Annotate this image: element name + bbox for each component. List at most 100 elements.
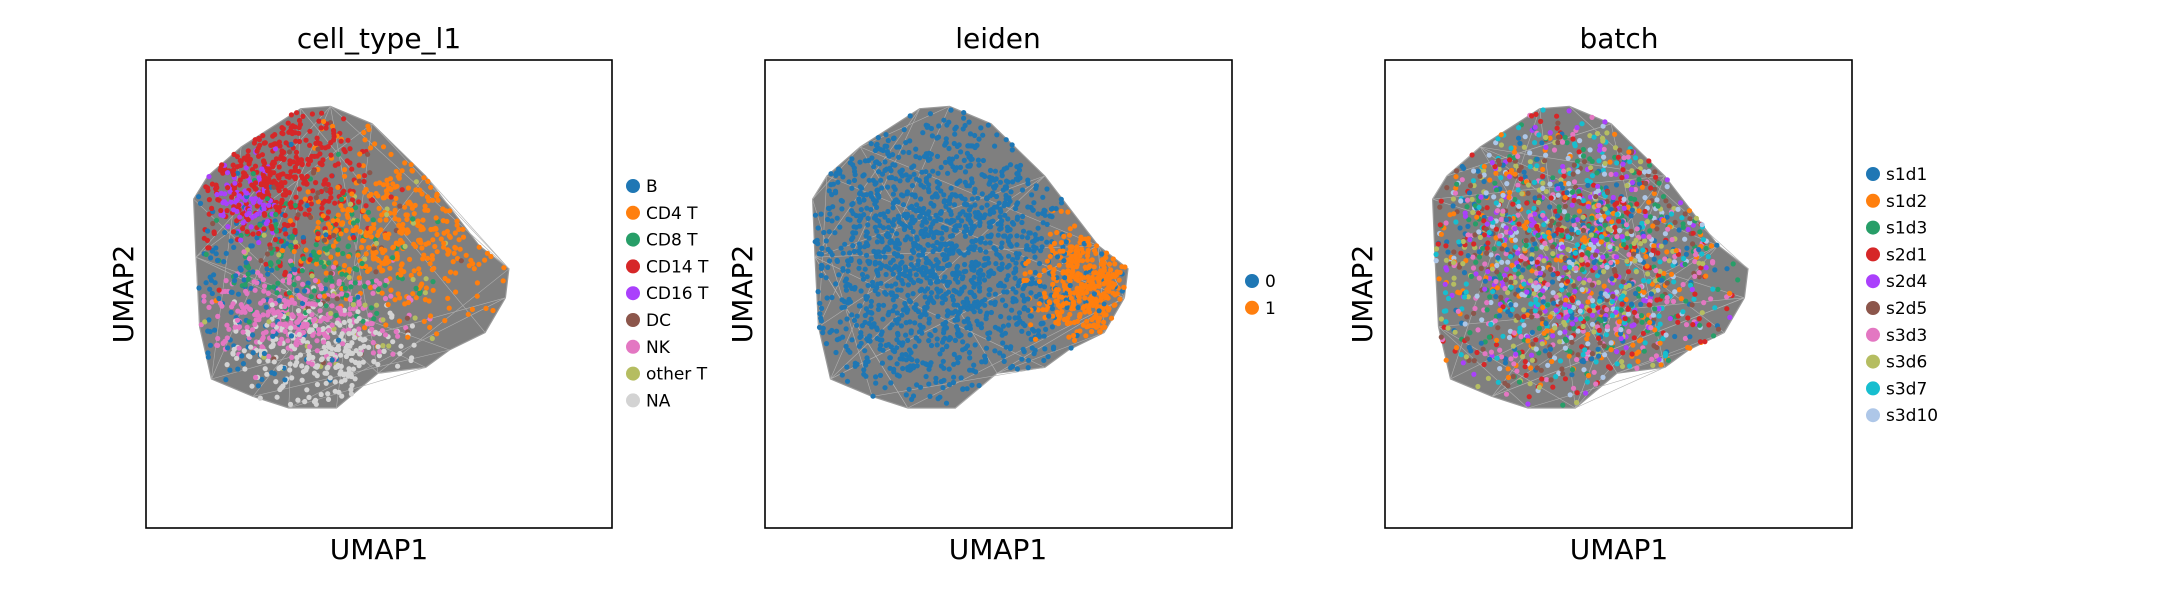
scatter-point <box>246 256 252 262</box>
scatter-point <box>1610 194 1616 201</box>
scatter-point <box>1004 277 1010 283</box>
scatter-point <box>939 294 945 300</box>
scatter-point <box>277 143 283 149</box>
scatter-point <box>971 309 977 315</box>
scatter-point <box>884 143 890 149</box>
scatter-point <box>325 396 332 402</box>
legend-item: CD14 T <box>626 257 709 277</box>
scatter-point <box>274 394 280 400</box>
scatter-point <box>1087 302 1093 309</box>
scatter-point <box>1585 182 1591 188</box>
scatter-point <box>933 279 940 285</box>
scatter-point <box>201 235 207 241</box>
scatter-point <box>1011 221 1017 227</box>
scatter-point <box>381 195 387 201</box>
scatter-point <box>928 342 935 349</box>
scatter-point <box>1016 310 1023 316</box>
scatter-point <box>265 168 271 174</box>
scatter-point <box>270 333 276 339</box>
scatter-point <box>305 348 312 354</box>
scatter-point <box>1029 192 1035 198</box>
scatter-point <box>289 354 295 360</box>
scatter-point <box>346 274 352 280</box>
scatter-point <box>1492 164 1498 170</box>
scatter-point <box>379 212 385 218</box>
scatter-point <box>1433 246 1440 252</box>
scatter-point <box>306 207 312 213</box>
scatter-point <box>213 245 219 251</box>
scatter-point <box>427 313 434 319</box>
scatter-point <box>1502 356 1509 362</box>
scatter-point <box>355 252 361 258</box>
graph-edge <box>955 372 998 409</box>
scatter-point <box>316 249 322 255</box>
scatter-point <box>245 148 251 154</box>
scatter-point <box>1522 359 1528 365</box>
scatter-point <box>1035 307 1041 313</box>
graph-edge <box>378 367 426 374</box>
scatter-point <box>1631 309 1638 315</box>
graph-edge <box>1097 245 1105 333</box>
scatter-point <box>817 300 823 306</box>
scatter-point <box>1566 292 1572 298</box>
scatter-point <box>1550 290 1556 296</box>
scatter-point <box>887 325 893 331</box>
scatter-point <box>1584 177 1590 184</box>
scatter-point <box>896 267 902 273</box>
scatter-point <box>256 135 262 141</box>
scatter-point <box>1625 311 1632 317</box>
scatter-point <box>1048 244 1054 250</box>
scatter-point <box>838 197 844 204</box>
scatter-point <box>221 199 227 205</box>
legend-marker <box>626 313 640 327</box>
scatter-point <box>425 240 432 246</box>
scatter-point <box>1005 238 1012 244</box>
scatter-point <box>314 338 320 344</box>
scatter-point <box>346 350 352 356</box>
scatter-point <box>344 292 350 298</box>
scatter-point <box>1074 285 1080 291</box>
scatter-point <box>203 184 209 190</box>
scatter-point <box>1013 266 1019 272</box>
scatter-point <box>404 315 410 321</box>
scatter-point <box>1555 139 1561 146</box>
scatter-point <box>1524 334 1531 340</box>
scatter-point <box>323 277 329 283</box>
scatter-point <box>388 194 394 200</box>
graph-edge <box>872 367 1045 397</box>
scatter-point <box>353 205 359 211</box>
scatter-point <box>286 190 292 196</box>
scatter-point <box>1569 231 1575 237</box>
scatter-point <box>323 380 329 386</box>
scatter-point <box>893 293 900 299</box>
scatter-point <box>935 259 941 265</box>
scatter-point <box>1481 178 1487 185</box>
scatter-point <box>335 151 341 157</box>
scatter-point <box>1013 176 1019 182</box>
scatter-point <box>348 280 354 286</box>
y-axis-label: UMAP2 <box>107 245 140 344</box>
scatter-point <box>1656 356 1662 363</box>
scatter-point <box>372 141 378 147</box>
scatter-point <box>1035 328 1041 334</box>
scatter-point <box>1699 310 1705 316</box>
scatter-point <box>1008 344 1014 350</box>
scatter-point <box>300 113 306 119</box>
scatter-point <box>849 208 855 214</box>
scatter-point <box>391 201 398 207</box>
scatter-point <box>868 141 874 147</box>
scatter-point <box>1025 235 1031 241</box>
scatter-point <box>1575 352 1581 358</box>
scatter-point <box>308 214 314 220</box>
scatter-point <box>299 173 305 179</box>
scatter-point <box>1492 318 1498 324</box>
scatter-point <box>254 309 260 315</box>
scatter-point <box>1507 189 1513 196</box>
scatter-point <box>908 255 914 261</box>
scatter-point <box>1001 358 1007 364</box>
scatter-point <box>1521 144 1527 150</box>
scatter-point <box>1543 144 1549 150</box>
scatter-point <box>935 170 941 176</box>
scatter-point <box>987 240 993 246</box>
scatter-point <box>1041 284 1048 290</box>
